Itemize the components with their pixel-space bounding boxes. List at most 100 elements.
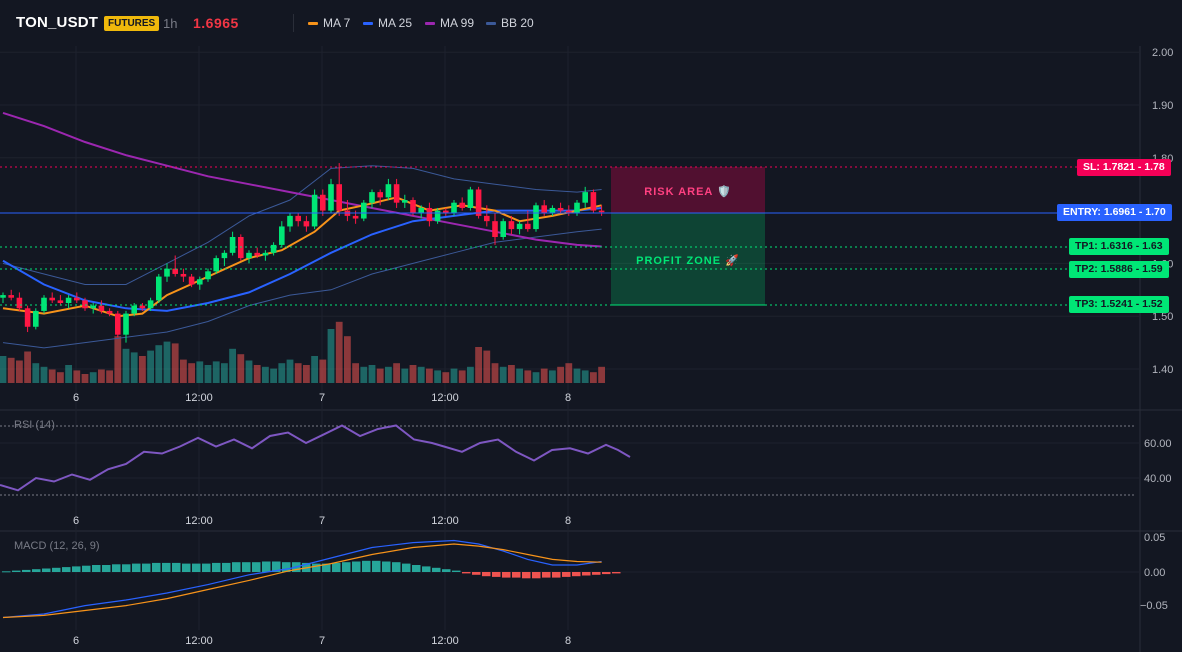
volume-bar [229,348,236,383]
macd-hist-bar [482,572,491,577]
candle-body [320,194,326,211]
legend-label: MA 25 [378,16,413,30]
candle-body [574,202,580,214]
time-tick-label: 7 [319,515,325,527]
macd-hist-bar [442,569,451,572]
volume-bar [180,359,187,383]
tp1-tag-price: 1.63 [1142,240,1163,252]
entry-tag[interactable]: ENTRY: 1.6961 - 1.70 [1057,204,1172,221]
macd-line [2,539,602,619]
candle-body [131,305,137,314]
volume-bar [7,357,15,383]
tp3-tag[interactable]: TP3: 1.5241 - 1.52 [1069,296,1169,313]
candle-body [33,310,39,327]
tp3-tag-label: TP3: 1.5241 [1075,298,1133,310]
time-tick-label: 6 [73,392,79,404]
macd-hist-bar [392,562,401,572]
risk-area-label: RISK AREA 🛡️ [644,185,731,198]
volume-bar [590,372,597,383]
candle-body [385,184,392,198]
symbol-title[interactable]: TON_USDT [16,14,99,31]
time-tick-label: 12:00 [185,635,213,647]
time-tick-label: 6 [73,635,79,647]
time-tick-label: 12:00 [185,515,213,527]
volume-bar [516,368,523,383]
volume-bar [368,365,376,383]
macd-hist-bar [32,569,41,572]
volume-bar [40,366,48,383]
macd-hist-bar [362,560,371,572]
candle-body [65,297,72,303]
profit-zone[interactable] [611,213,765,305]
risk-area-zone[interactable] [611,167,765,213]
volume-bar [130,352,138,383]
macd-hist-bar [192,563,201,572]
macd-hist-bar [132,563,141,572]
last-price: 1.6965 [193,15,239,31]
candle-body [74,297,80,301]
legend-swatch-icon [425,21,435,25]
volume-bar [237,354,245,383]
sl-tag[interactable]: SL: 1.7821 - 1.78 [1077,159,1171,176]
moving-averages [2,111,602,318]
tp2-tag[interactable]: TP2: 1.5886 - 1.59 [1069,261,1169,278]
volume-bar [89,372,97,383]
candlesticks [0,163,605,343]
legend-ma25[interactable]: MA 25 [363,16,412,30]
macd-hist-bar [352,561,361,572]
volume-bar [458,370,466,383]
tp1-tag[interactable]: TP1: 1.6316 - 1.63 [1069,238,1169,255]
volume-bars [0,321,605,383]
candle-body [287,215,293,227]
volume-bar [549,370,556,383]
legend-bb20[interactable]: BB 20 [486,16,534,30]
macd-hist-bar [432,567,441,572]
macd-hist-bar [182,563,191,572]
macd-hist-bar [232,562,241,572]
macd-hist-bar [552,572,561,578]
volume-bar [491,363,499,383]
candle-body [393,184,400,203]
candle-body [254,252,260,256]
price-tick-label: 1.40 [1152,364,1173,376]
volume-bar [426,368,433,383]
volume-bar [196,361,204,383]
candle-body [328,184,334,211]
rsi-tick-40: 40.00 [1144,473,1172,485]
volume-bar [57,372,64,383]
legend-ma99[interactable]: MA 99 [425,16,474,30]
macd-hist-bar [222,562,231,572]
macd-hist-bar [242,562,251,572]
rsi-pane-label: RSI (14) [14,419,55,431]
legend-swatch-icon [486,21,496,25]
legend-ma7[interactable]: MA 7 [308,16,350,30]
macd-hist-bar [172,562,181,572]
volume-bar [122,348,130,383]
volume-bar [204,365,212,383]
time-tick-label: 12:00 [431,515,459,527]
candle-body [459,202,465,208]
candle-body [484,215,490,222]
volume-bar [245,360,253,383]
timeframe-label[interactable]: 1h [163,16,178,31]
macd-hist-bar [522,572,531,579]
macd-hist-bar [322,563,331,572]
candle-body [402,200,408,203]
legend-label: BB 20 [501,16,534,30]
candle-body [590,192,597,211]
macd-hist-bar [52,567,61,572]
ma25-line [2,207,602,312]
candle-body [246,252,252,259]
time-axis[interactable]: 6 6 6 12:00 12:00 12:00 7 7 7 12:00 12:00 12:00 8 8 8 [73,392,571,647]
macd-hist-bar [592,572,601,575]
top-bar: TON_USDT FUTURES 1h 1.6965 MA 7 MA 25 MA… [0,0,1182,46]
candle-body [352,215,359,219]
sl-tag-label: SL: 1.7821 [1083,161,1135,173]
candle-body [123,313,129,335]
macd-hist-bar [12,570,21,572]
macd-hist-bar [82,565,91,572]
volume-bar [32,363,40,383]
candle-body [188,276,195,285]
macd-hist-bar [452,570,461,572]
